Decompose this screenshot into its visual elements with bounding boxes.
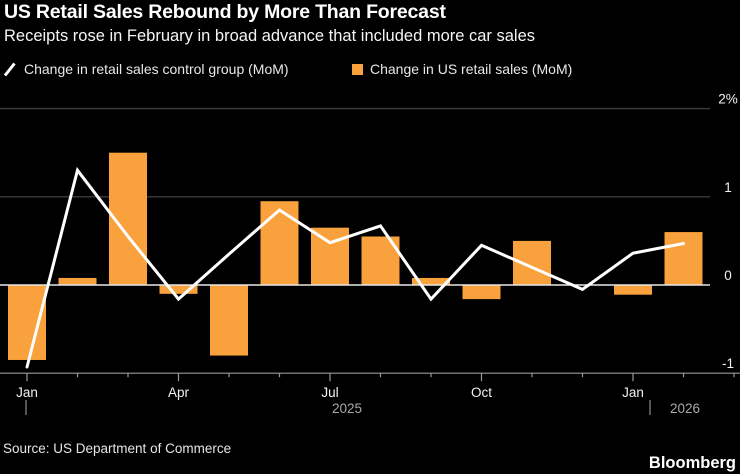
svg-text:2%: 2% (718, 92, 738, 107)
svg-text:2026: 2026 (670, 401, 700, 416)
svg-text:Jan: Jan (622, 385, 644, 400)
svg-text:2025: 2025 (332, 401, 362, 416)
svg-text:Oct: Oct (471, 385, 492, 400)
legend-item-retail-sales: Change in US retail sales (MoM) (352, 60, 572, 78)
bloomberg-logo: Bloomberg (648, 454, 736, 472)
chart-title: US Retail Sales Rebound by More Than For… (4, 1, 446, 23)
svg-text:Jan: Jan (16, 385, 38, 400)
svg-text:-1: -1 (722, 356, 734, 371)
chart-subtitle: Receipts rose in February in broad advan… (4, 27, 536, 45)
line-series-icon (3, 62, 16, 76)
bar-series-icon (352, 63, 363, 75)
legend-item-control-group: Change in retail sales control group (Mo… (3, 60, 289, 78)
source-note: Source: US Department of Commerce (3, 441, 232, 456)
svg-text:Apr: Apr (168, 385, 190, 400)
legend-label-control-group: Change in retail sales control group (Mo… (24, 61, 289, 77)
svg-text:1: 1 (724, 180, 732, 195)
svg-text:0: 0 (724, 268, 732, 283)
retail-sales-chart: 2% 1 0 -1 Jan Apr Jul Oct Jan 2025 2026 (0, 92, 740, 416)
svg-text:Jul: Jul (321, 385, 338, 400)
legend-label-retail-sales: Change in US retail sales (MoM) (370, 61, 573, 77)
